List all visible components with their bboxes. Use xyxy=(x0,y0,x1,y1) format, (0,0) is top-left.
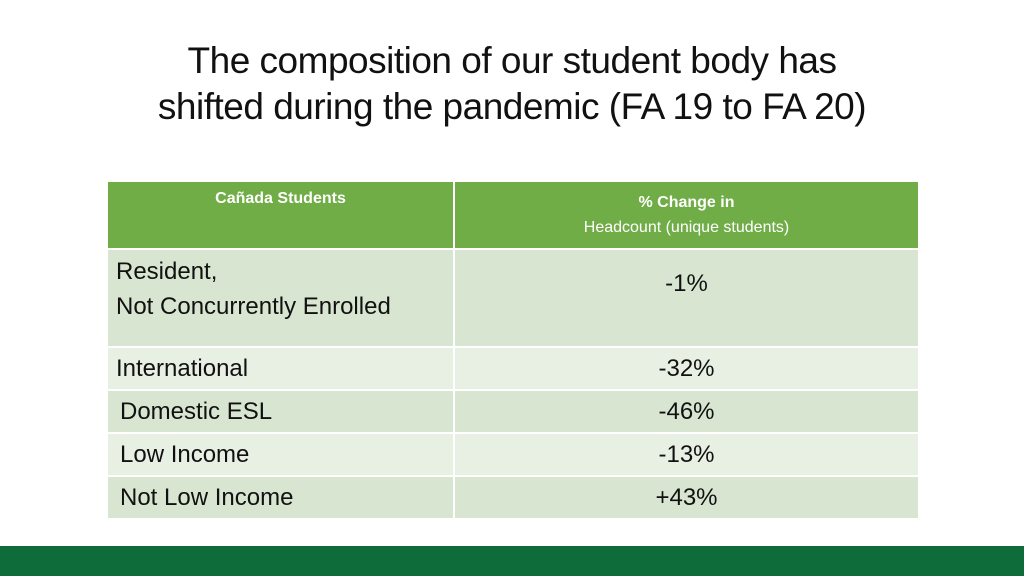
row-label: Domestic ESL xyxy=(106,389,455,434)
footer-bar xyxy=(0,546,1024,576)
header-percent-change: % Change in Headcount (unique students) xyxy=(453,180,920,250)
row-label-line-1: Resident, xyxy=(116,258,218,285)
table-row: Domestic ESL -46% xyxy=(106,389,920,434)
slide-title-line-2: shifted during the pandemic (FA 19 to FA… xyxy=(157,86,867,127)
table-row: Low Income -13% xyxy=(106,432,920,477)
table-header-row: Cañada Students % Change in Headcount (u… xyxy=(106,180,920,250)
header-students: Cañada Students xyxy=(106,180,455,250)
slide-title: The composition of our student body has … xyxy=(0,38,1024,130)
row-value: -13% xyxy=(453,432,920,477)
row-label: International xyxy=(106,346,455,391)
table-row: International -32% xyxy=(106,346,920,391)
row-label: Low Income xyxy=(106,432,455,477)
row-label: Resident, Not Concurrently Enrolled xyxy=(106,248,455,348)
enrollment-change-table: Cañada Students % Change in Headcount (u… xyxy=(106,180,920,520)
row-label-line-2: Not Concurrently Enrolled xyxy=(116,293,391,320)
row-value: +43% xyxy=(453,475,920,520)
table-row: Resident, Not Concurrently Enrolled -1% xyxy=(106,248,920,348)
row-value: -1% xyxy=(453,248,920,348)
header-percent-change-line-1: % Change in xyxy=(638,194,735,211)
header-percent-change-line-2: Headcount (unique students) xyxy=(583,219,790,236)
row-value: -32% xyxy=(453,346,920,391)
row-value: -46% xyxy=(453,389,920,434)
row-label: Not Low Income xyxy=(106,475,455,520)
slide-title-line-1: The composition of our student body has xyxy=(187,40,837,81)
table-row: Not Low Income +43% xyxy=(106,475,920,520)
